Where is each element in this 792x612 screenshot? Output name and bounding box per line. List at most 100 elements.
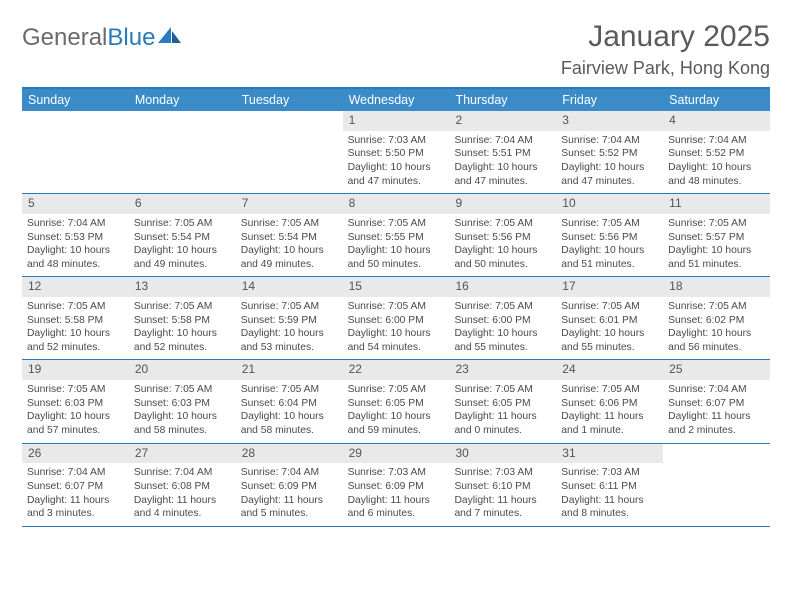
day-number: 12 [22,277,129,297]
day-cell: 10Sunrise: 7:05 AMSunset: 5:56 PMDayligh… [556,194,663,276]
day-cell: 24Sunrise: 7:05 AMSunset: 6:06 PMDayligh… [556,360,663,442]
day-number: 4 [663,111,770,131]
day-header: Saturday [663,89,770,111]
day-details: Sunrise: 7:03 AMSunset: 6:10 PMDaylight:… [449,463,556,525]
day-details: Sunrise: 7:05 AMSunset: 6:06 PMDaylight:… [556,380,663,442]
day-header: Wednesday [343,89,450,111]
day-headers: SundayMondayTuesdayWednesdayThursdayFrid… [22,89,770,111]
calendar-page: GeneralBlue January 2025 Fairview Park, … [0,0,792,547]
day-cell: 15Sunrise: 7:05 AMSunset: 6:00 PMDayligh… [343,277,450,359]
day-details: Sunrise: 7:05 AMSunset: 6:00 PMDaylight:… [449,297,556,359]
day-cell: 7Sunrise: 7:05 AMSunset: 5:54 PMDaylight… [236,194,343,276]
day-number: 19 [22,360,129,380]
week-row: 19Sunrise: 7:05 AMSunset: 6:03 PMDayligh… [22,360,770,443]
day-number: 29 [343,444,450,464]
day-cell: 22Sunrise: 7:05 AMSunset: 6:05 PMDayligh… [343,360,450,442]
day-number: 6 [129,194,236,214]
day-cell [236,111,343,193]
day-cell [129,111,236,193]
day-number: 15 [343,277,450,297]
day-details: Sunrise: 7:05 AMSunset: 6:04 PMDaylight:… [236,380,343,442]
header: GeneralBlue January 2025 Fairview Park, … [22,20,770,79]
location: Fairview Park, Hong Kong [561,58,770,79]
day-number: 2 [449,111,556,131]
day-cell: 2Sunrise: 7:04 AMSunset: 5:51 PMDaylight… [449,111,556,193]
day-details: Sunrise: 7:05 AMSunset: 5:54 PMDaylight:… [236,214,343,276]
day-details: Sunrise: 7:05 AMSunset: 5:55 PMDaylight:… [343,214,450,276]
day-cell: 13Sunrise: 7:05 AMSunset: 5:58 PMDayligh… [129,277,236,359]
day-cell: 6Sunrise: 7:05 AMSunset: 5:54 PMDaylight… [129,194,236,276]
week-row: 26Sunrise: 7:04 AMSunset: 6:07 PMDayligh… [22,444,770,527]
day-number: 14 [236,277,343,297]
day-cell: 3Sunrise: 7:04 AMSunset: 5:52 PMDaylight… [556,111,663,193]
day-number: 11 [663,194,770,214]
day-details: Sunrise: 7:05 AMSunset: 6:01 PMDaylight:… [556,297,663,359]
day-number: 20 [129,360,236,380]
day-header: Monday [129,89,236,111]
day-cell: 5Sunrise: 7:04 AMSunset: 5:53 PMDaylight… [22,194,129,276]
month-title: January 2025 [561,20,770,54]
day-header: Thursday [449,89,556,111]
day-details: Sunrise: 7:04 AMSunset: 6:07 PMDaylight:… [22,463,129,525]
day-details: Sunrise: 7:05 AMSunset: 5:54 PMDaylight:… [129,214,236,276]
day-cell [22,111,129,193]
day-number: 25 [663,360,770,380]
day-details: Sunrise: 7:05 AMSunset: 6:00 PMDaylight:… [343,297,450,359]
day-details: Sunrise: 7:05 AMSunset: 5:58 PMDaylight:… [22,297,129,359]
day-details: Sunrise: 7:03 AMSunset: 6:09 PMDaylight:… [343,463,450,525]
brand-part1: General [22,24,107,52]
day-header: Tuesday [236,89,343,111]
day-cell: 8Sunrise: 7:05 AMSunset: 5:55 PMDaylight… [343,194,450,276]
day-details: Sunrise: 7:03 AMSunset: 6:11 PMDaylight:… [556,463,663,525]
day-cell: 27Sunrise: 7:04 AMSunset: 6:08 PMDayligh… [129,444,236,526]
day-number [129,111,236,131]
day-details: Sunrise: 7:04 AMSunset: 5:52 PMDaylight:… [663,131,770,193]
day-number: 18 [663,277,770,297]
day-details: Sunrise: 7:05 AMSunset: 6:03 PMDaylight:… [22,380,129,442]
weeks: 1Sunrise: 7:03 AMSunset: 5:50 PMDaylight… [22,111,770,527]
day-number [236,111,343,131]
day-cell: 19Sunrise: 7:05 AMSunset: 6:03 PMDayligh… [22,360,129,442]
day-number [22,111,129,131]
week-row: 1Sunrise: 7:03 AMSunset: 5:50 PMDaylight… [22,111,770,194]
day-number: 28 [236,444,343,464]
day-number: 8 [343,194,450,214]
day-cell: 9Sunrise: 7:05 AMSunset: 5:56 PMDaylight… [449,194,556,276]
day-number [663,444,770,464]
day-details: Sunrise: 7:05 AMSunset: 5:57 PMDaylight:… [663,214,770,276]
day-details: Sunrise: 7:03 AMSunset: 5:50 PMDaylight:… [343,131,450,193]
day-cell: 16Sunrise: 7:05 AMSunset: 6:00 PMDayligh… [449,277,556,359]
day-cell: 20Sunrise: 7:05 AMSunset: 6:03 PMDayligh… [129,360,236,442]
day-number: 31 [556,444,663,464]
title-block: January 2025 Fairview Park, Hong Kong [561,20,770,79]
day-cell: 29Sunrise: 7:03 AMSunset: 6:09 PMDayligh… [343,444,450,526]
day-details: Sunrise: 7:04 AMSunset: 6:07 PMDaylight:… [663,380,770,442]
day-header: Sunday [22,89,129,111]
day-number: 26 [22,444,129,464]
week-row: 12Sunrise: 7:05 AMSunset: 5:58 PMDayligh… [22,277,770,360]
day-cell: 12Sunrise: 7:05 AMSunset: 5:58 PMDayligh… [22,277,129,359]
day-cell: 21Sunrise: 7:05 AMSunset: 6:04 PMDayligh… [236,360,343,442]
day-number: 3 [556,111,663,131]
day-details: Sunrise: 7:04 AMSunset: 6:08 PMDaylight:… [129,463,236,525]
day-number: 7 [236,194,343,214]
day-cell: 1Sunrise: 7:03 AMSunset: 5:50 PMDaylight… [343,111,450,193]
day-details: Sunrise: 7:05 AMSunset: 6:05 PMDaylight:… [449,380,556,442]
day-cell: 23Sunrise: 7:05 AMSunset: 6:05 PMDayligh… [449,360,556,442]
day-number: 5 [22,194,129,214]
day-cell: 4Sunrise: 7:04 AMSunset: 5:52 PMDaylight… [663,111,770,193]
day-details: Sunrise: 7:05 AMSunset: 5:59 PMDaylight:… [236,297,343,359]
day-number: 1 [343,111,450,131]
day-cell: 28Sunrise: 7:04 AMSunset: 6:09 PMDayligh… [236,444,343,526]
day-cell: 25Sunrise: 7:04 AMSunset: 6:07 PMDayligh… [663,360,770,442]
day-cell: 11Sunrise: 7:05 AMSunset: 5:57 PMDayligh… [663,194,770,276]
day-cell: 26Sunrise: 7:04 AMSunset: 6:07 PMDayligh… [22,444,129,526]
day-cell: 17Sunrise: 7:05 AMSunset: 6:01 PMDayligh… [556,277,663,359]
brand-part2: Blue [107,24,155,52]
day-cell: 18Sunrise: 7:05 AMSunset: 6:02 PMDayligh… [663,277,770,359]
day-number: 21 [236,360,343,380]
brand-logo: GeneralBlue [22,20,183,52]
day-number: 22 [343,360,450,380]
day-details: Sunrise: 7:04 AMSunset: 5:53 PMDaylight:… [22,214,129,276]
day-header: Friday [556,89,663,111]
